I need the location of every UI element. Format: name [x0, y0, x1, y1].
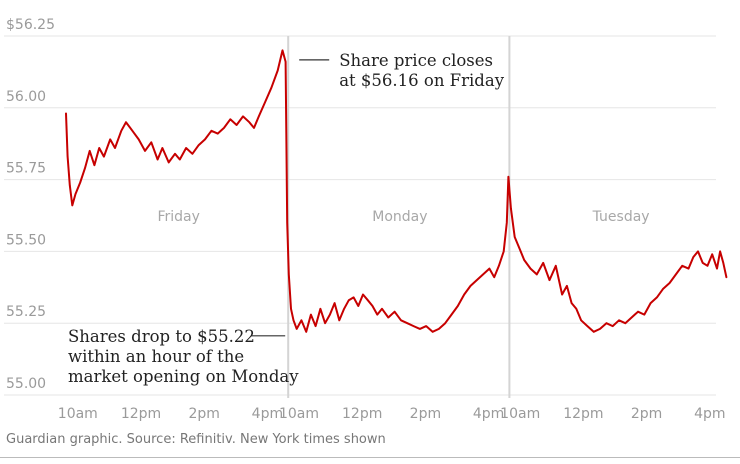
x-tick-label: 10am — [500, 406, 540, 422]
day-labels: Friday Monday Tuesday — [157, 209, 649, 225]
x-tick-label: 4pm — [252, 406, 283, 422]
share-price-chart: $56.25 56.00 55.75 55.50 55.25 55.00 10am 12pm… — [4, 17, 728, 422]
x-tick-label: 12pm — [342, 406, 382, 422]
y-tick-label: 55.25 — [6, 304, 46, 320]
y-tick-label: 56.00 — [6, 89, 46, 105]
day-label: Tuesday — [592, 209, 650, 225]
x-tick-label: 12pm — [563, 406, 603, 422]
day-label: Monday — [372, 209, 427, 225]
y-tick-label: 55.75 — [6, 161, 46, 177]
y-tick-label: $56.25 — [6, 17, 55, 33]
bottom-rule — [0, 457, 740, 458]
x-tick-label: 2pm — [631, 406, 662, 422]
x-tick-label: 4pm — [694, 406, 725, 422]
price-line — [65, 49, 728, 333]
x-tick-label: 2pm — [410, 406, 441, 422]
y-tick-label: 55.50 — [6, 232, 46, 248]
gridlines — [4, 35, 716, 396]
annotation-line: at $56.16 on Friday — [339, 71, 505, 90]
x-tick-label: 12pm — [121, 406, 161, 422]
day-label: Friday — [157, 209, 199, 225]
x-tick-label: 10am — [279, 406, 319, 422]
annotation-line: within an hour of the — [68, 347, 244, 366]
annotation-line: Share price closes — [339, 51, 493, 70]
annotation-line: Shares drop to $55.22 — [68, 327, 255, 346]
series-layer — [65, 49, 728, 333]
y-axis-ticks: $56.25 56.00 55.75 55.50 55.25 55.00 — [6, 17, 55, 392]
annotation-line: market opening on Monday — [68, 367, 299, 386]
source-note: Guardian graphic. Source: Refinitiv. New… — [6, 432, 386, 447]
x-tick-label: 10am — [58, 406, 98, 422]
day-dividers — [287, 36, 511, 398]
x-tick-label: 4pm — [473, 406, 504, 422]
y-tick-label: 55.00 — [6, 376, 46, 392]
x-tick-label: 2pm — [188, 406, 219, 422]
